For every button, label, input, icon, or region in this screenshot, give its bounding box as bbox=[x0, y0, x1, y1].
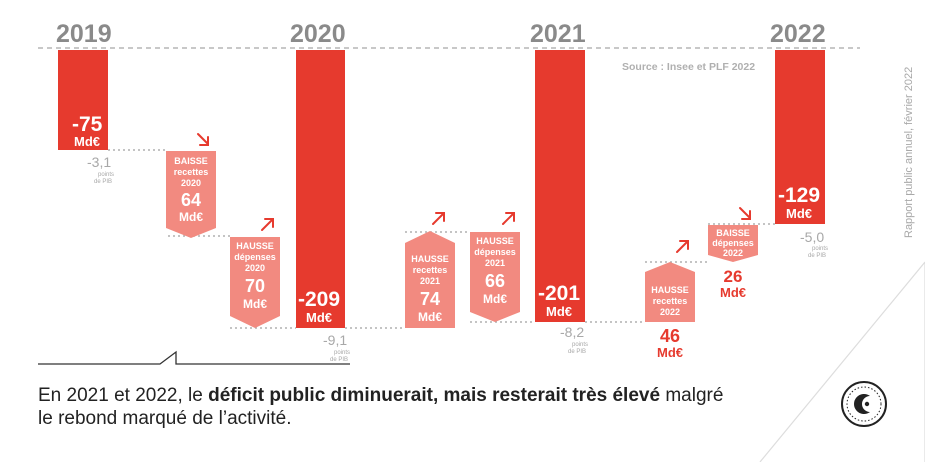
year-2021: 2021 bbox=[530, 20, 586, 48]
arrow-up-right-icon bbox=[432, 212, 445, 225]
change-hausse-depenses-2021 bbox=[470, 232, 520, 322]
change-label-3: HAUSSE recettes 2021 74 Md€ bbox=[411, 254, 449, 324]
svg-text:Md€: Md€ bbox=[657, 345, 683, 360]
svg-text:BAISSE: BAISSE bbox=[174, 156, 208, 166]
caption-part1: En 2021 et 2022, le bbox=[38, 385, 209, 406]
svg-text:2021: 2021 bbox=[420, 276, 440, 286]
pib-2021: -8,2 points de PIB bbox=[560, 324, 588, 355]
change-baisse-recettes-2020 bbox=[166, 151, 216, 238]
bar-2022 bbox=[775, 50, 825, 224]
svg-text:de PIB: de PIB bbox=[330, 357, 348, 363]
svg-text:Md€: Md€ bbox=[179, 210, 203, 224]
bar-2020-unit: Md€ bbox=[306, 310, 332, 325]
svg-text:2020: 2020 bbox=[181, 178, 201, 188]
caption-bold: déficit public diminuerait, mais restera… bbox=[208, 385, 661, 406]
svg-text:de PIB: de PIB bbox=[568, 349, 586, 355]
arrow-up-right-icon bbox=[502, 212, 515, 225]
svg-text:26: 26 bbox=[724, 267, 743, 286]
svg-text:dépenses: dépenses bbox=[234, 252, 276, 262]
svg-text:HAUSSE: HAUSSE bbox=[476, 236, 514, 246]
change-label-4: HAUSSE dépenses 2021 66 Md€ bbox=[474, 236, 516, 306]
bar-2022-value: -129 bbox=[778, 184, 820, 207]
cour-des-comptes-logo-icon bbox=[841, 381, 887, 427]
svg-text:points: points bbox=[812, 246, 828, 252]
year-2020: 2020 bbox=[290, 20, 346, 48]
pib-2022: -5,0 points de PIB bbox=[800, 229, 828, 259]
year-2022: 2022 bbox=[770, 20, 826, 48]
svg-text:recettes: recettes bbox=[174, 167, 209, 177]
svg-text:-5,0: -5,0 bbox=[800, 229, 824, 245]
svg-text:2020: 2020 bbox=[245, 263, 265, 273]
caption-part2: malgré le rebond marqué de l’activité. bbox=[38, 385, 724, 429]
arrow-up-right-icon bbox=[676, 240, 689, 253]
svg-text:2021: 2021 bbox=[485, 258, 505, 268]
change-label-5: HAUSSE recettes 2022 46 Md€ bbox=[651, 285, 689, 360]
bar-2019-unit: Md€ bbox=[74, 134, 100, 149]
svg-text:HAUSSE: HAUSSE bbox=[651, 285, 689, 295]
svg-text:points: points bbox=[98, 172, 114, 178]
svg-text:points: points bbox=[572, 342, 588, 348]
bar-2020 bbox=[296, 50, 345, 328]
year-2019: 2019 bbox=[56, 20, 112, 48]
bar-2019 bbox=[58, 50, 108, 150]
svg-text:BAISSE: BAISSE bbox=[716, 228, 750, 238]
svg-text:Md€: Md€ bbox=[418, 310, 442, 324]
svg-text:HAUSSE: HAUSSE bbox=[236, 241, 274, 251]
bar-2020-value: -209 bbox=[298, 288, 340, 311]
arrow-up-right-icon bbox=[261, 218, 274, 231]
svg-text:Md€: Md€ bbox=[720, 285, 746, 300]
svg-text:66: 66 bbox=[485, 271, 505, 291]
svg-text:de PIB: de PIB bbox=[808, 253, 826, 259]
svg-text:dépenses: dépenses bbox=[712, 238, 754, 248]
svg-text:de PIB: de PIB bbox=[94, 179, 112, 185]
bar-2021-unit: Md€ bbox=[546, 304, 572, 319]
change-hausse-depenses-2020 bbox=[230, 237, 280, 328]
svg-text:70: 70 bbox=[245, 276, 265, 296]
svg-text:-9,1: -9,1 bbox=[323, 332, 347, 348]
change-baisse-depenses-2022 bbox=[708, 225, 758, 262]
caption: En 2021 et 2022, le déficit public dimin… bbox=[38, 384, 738, 430]
svg-text:points: points bbox=[334, 350, 350, 356]
side-note: Rapport public annuel, février 2022 bbox=[903, 67, 915, 238]
change-label-6: BAISSE dépenses 2022 26 Md€ bbox=[712, 228, 754, 300]
bar-2021-value: -201 bbox=[538, 282, 580, 305]
bar-2019-value: -75 bbox=[72, 113, 103, 136]
svg-text:74: 74 bbox=[420, 289, 440, 309]
decor-lines bbox=[759, 261, 925, 462]
svg-text:46: 46 bbox=[660, 326, 680, 346]
arrow-down-right-icon bbox=[197, 133, 209, 146]
bar-2021 bbox=[535, 50, 585, 322]
svg-text:64: 64 bbox=[181, 190, 201, 210]
svg-text:-3,1: -3,1 bbox=[87, 154, 111, 170]
svg-text:2022: 2022 bbox=[723, 248, 743, 258]
bar-2022-unit: Md€ bbox=[786, 206, 812, 221]
svg-text:HAUSSE: HAUSSE bbox=[411, 254, 449, 264]
annotation-line bbox=[38, 350, 350, 365]
change-label-2: HAUSSE dépenses 2020 70 Md€ bbox=[234, 241, 276, 311]
change-hausse-recettes-2022 bbox=[645, 262, 695, 322]
svg-text:recettes: recettes bbox=[653, 296, 688, 306]
svg-text:recettes: recettes bbox=[413, 265, 448, 275]
source-note: Source : Insee et PLF 2022 bbox=[622, 61, 755, 73]
svg-text:Md€: Md€ bbox=[483, 292, 507, 306]
arrow-down-right-icon bbox=[739, 207, 751, 220]
change-label-1: BAISSE recettes 2020 64 Md€ bbox=[174, 156, 209, 224]
svg-text:Md€: Md€ bbox=[243, 297, 267, 311]
pib-2019: -3,1 points de PIB bbox=[87, 154, 114, 185]
change-hausse-recettes-2021 bbox=[405, 231, 455, 328]
svg-text:-8,2: -8,2 bbox=[560, 324, 584, 340]
pib-2020: -9,1 points de PIB bbox=[323, 332, 350, 363]
svg-text:dépenses: dépenses bbox=[474, 247, 516, 257]
svg-text:2022: 2022 bbox=[660, 307, 680, 317]
